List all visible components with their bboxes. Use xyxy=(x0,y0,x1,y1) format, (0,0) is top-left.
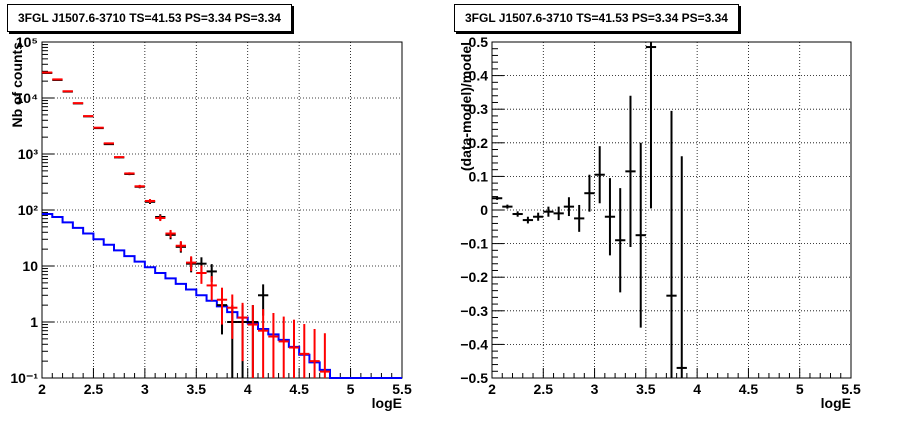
y-tick-label: 10⁻¹ xyxy=(10,370,38,386)
x-tick-label: 3.5 xyxy=(187,381,207,397)
y-tick-label: 0.4 xyxy=(469,68,489,84)
x-tick-label: 5 xyxy=(347,381,355,397)
y-tick-label: 0.5 xyxy=(469,34,489,50)
y-tick-label: 10 xyxy=(22,258,38,274)
y-tick-label: 0.3 xyxy=(469,101,489,117)
chart-title: 3FGL J1507.6-3710 TS=41.53 PS=3.34 PS=3.… xyxy=(7,4,292,32)
y-tick-label: 0.2 xyxy=(469,135,489,151)
x-axis-label: logE xyxy=(372,395,402,411)
x-tick-label: 2.5 xyxy=(534,381,554,397)
x-tick-label: 2.5 xyxy=(84,381,104,397)
y-axis-label: (data-model)/model xyxy=(458,42,474,171)
y-tick-label: 0 xyxy=(480,202,488,218)
counts-spectrum-plot: 2 2.5 3 3.5 4 4.5 5 5.5 10⁻¹ 1 10 10² 10³ 10⁴ 10⁵ logE N… xyxy=(9,34,412,411)
y-tick-label: −0.1 xyxy=(460,236,488,252)
x-tick-label: 2 xyxy=(38,381,46,397)
left-chart-panel: 2 2.5 3 3.5 4 4.5 5 5.5 10⁻¹ 1 10 10² 10³ 10⁴ 10⁵ logE N… xyxy=(7,4,412,411)
x-tick-label: 4.5 xyxy=(289,381,309,397)
y-tick-label: 10³ xyxy=(18,146,39,162)
x-tick-label: 3.5 xyxy=(636,381,656,397)
residuals-plot: 2 2.5 3 3.5 4 4.5 5 5.5 −0.5 −0.4 −0.3 −0.2 −0.1 0 0.1… xyxy=(458,34,861,411)
x-tick-label: 4.5 xyxy=(739,381,759,397)
x-tick-label: 3 xyxy=(141,381,149,397)
y-tick-label: −0.2 xyxy=(460,269,488,285)
y-axis-label: Nb of counts xyxy=(9,42,25,128)
y-tick-label: 10⁴ xyxy=(16,90,39,106)
x-tick-label: 3 xyxy=(591,381,599,397)
y-tick-label: −0.5 xyxy=(460,370,488,386)
x-tick-label: 5.5 xyxy=(841,381,861,397)
x-tick-label: 5.5 xyxy=(392,381,412,397)
right-chart-panel: 2 2.5 3 3.5 4 4.5 5 5.5 −0.5 −0.4 −0.3 −0.2 −0.1 0 0.1… xyxy=(449,0,898,421)
x-axis-label: logE xyxy=(821,395,851,411)
y-tick-label: 1 xyxy=(30,314,38,330)
x-tick-label: 4 xyxy=(244,381,252,397)
x-tick-label: 5 xyxy=(796,381,804,397)
chart-title: 3FGL J1507.6-3710 TS=41.53 PS=3.34 PS=3.… xyxy=(454,4,739,32)
y-tick-label: 10² xyxy=(18,202,39,218)
y-tick-label: −0.4 xyxy=(460,336,488,352)
y-tick-label: 10⁵ xyxy=(16,34,38,50)
y-tick-label: −0.3 xyxy=(460,303,488,319)
x-tick-label: 2 xyxy=(488,381,496,397)
y-tick-label: 0.1 xyxy=(469,168,489,184)
x-tick-label: 4 xyxy=(693,381,701,397)
